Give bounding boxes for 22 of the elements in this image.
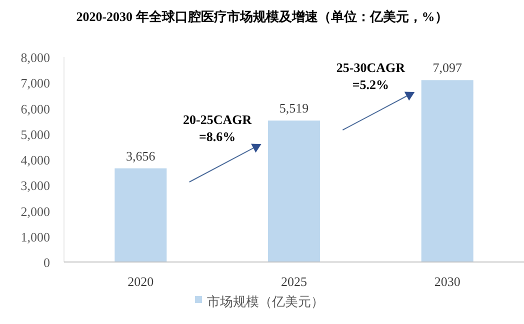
y-tick-label: 6,000 <box>20 101 50 116</box>
y-tick-label: 8,000 <box>20 50 50 65</box>
data-label: 5,519 <box>279 100 309 116</box>
y-tick-label: 1,000 <box>20 229 50 244</box>
y-tick-label: 5,000 <box>20 126 50 142</box>
bar <box>114 168 167 262</box>
bar <box>268 120 320 262</box>
annotation: 20-25CAGR =8.6% <box>183 112 252 144</box>
y-tick-label: 7,000 <box>20 76 50 91</box>
y-tick-label: 3,000 <box>20 178 50 194</box>
y-tick-label: 4,000 <box>20 152 50 168</box>
y-tick-label: 0 <box>44 255 50 270</box>
data-label: 3,656 <box>126 148 156 164</box>
bar <box>421 80 474 262</box>
legend-label: 市场规模（亿美元） <box>207 294 324 309</box>
y-tick-label: 2,000 <box>20 204 50 219</box>
annotation: 25-30CAGR =5.2% <box>336 60 406 92</box>
x-tick-label: 2030 <box>434 274 460 289</box>
data-label: 7,097 <box>432 60 462 76</box>
chart-title: 2020-2030 年全球口腔医疗市场规模及增速（单位：亿美元，%） <box>76 9 448 24</box>
x-tick-label: 2020 <box>128 274 154 289</box>
x-tick-label: 2025 <box>281 274 307 289</box>
